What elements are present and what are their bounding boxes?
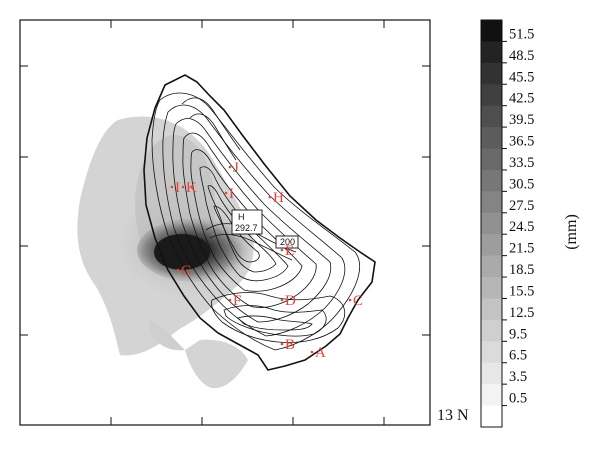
station-label-h: H bbox=[273, 190, 284, 206]
colorbar-tick-label: 18.5 bbox=[509, 262, 534, 278]
station-label-g: G bbox=[181, 263, 192, 279]
station-marker-dot bbox=[170, 185, 174, 189]
colorbar-band bbox=[481, 362, 502, 385]
colorbar-tick-label: 48.5 bbox=[509, 48, 534, 64]
colorbar-band bbox=[481, 384, 502, 407]
colorbar-band bbox=[481, 277, 502, 299]
colorbar-tick-label: 27.5 bbox=[509, 198, 534, 214]
station-marker-dot bbox=[268, 195, 272, 199]
station-label-f: F bbox=[233, 293, 241, 309]
colorbar-tick-label: 33.5 bbox=[509, 155, 534, 171]
station-marker-dot bbox=[228, 165, 232, 169]
colorbar-band bbox=[481, 255, 502, 278]
colorbar-band bbox=[481, 212, 502, 235]
colorbar-tick-label: 30.5 bbox=[509, 176, 534, 192]
station-label-c: C bbox=[353, 293, 363, 309]
station-label-i: I bbox=[175, 180, 180, 196]
station-marker-dot bbox=[348, 298, 352, 302]
contour-value: 200 bbox=[280, 237, 295, 247]
colorbar-band bbox=[481, 105, 502, 128]
station-marker-dot bbox=[181, 185, 185, 189]
colorbar-tick-label: 39.5 bbox=[509, 112, 534, 128]
colorbar-tick-label: 15.5 bbox=[509, 283, 534, 299]
colorbar-band bbox=[481, 234, 502, 257]
colorbar-band bbox=[481, 298, 502, 321]
colorbar-unit-label: (mm) bbox=[563, 214, 580, 250]
colorbar-band bbox=[481, 127, 502, 150]
station-marker-dot bbox=[280, 342, 284, 346]
colorbar-tick-label: 21.5 bbox=[509, 241, 534, 257]
station-marker-dot bbox=[176, 268, 180, 272]
colorbar-band bbox=[481, 148, 502, 171]
colorbar-tick-label: 6.5 bbox=[509, 348, 527, 364]
colorbar-band bbox=[481, 20, 502, 42]
colorbar-band bbox=[481, 191, 502, 214]
colorbar-band bbox=[481, 405, 502, 428]
station-label-b: B bbox=[285, 337, 295, 353]
colorbar-tick-label: 9.5 bbox=[509, 326, 527, 342]
colorbar-tick-label: 0.5 bbox=[509, 391, 527, 407]
contour-label-200: 200 bbox=[275, 235, 299, 249]
station-label-i: I bbox=[229, 186, 234, 202]
colorbar-band bbox=[481, 84, 502, 107]
station-marker-dot bbox=[228, 298, 232, 302]
station-label-e: E bbox=[285, 243, 294, 259]
station-label-k: K bbox=[186, 180, 197, 196]
colorbar-band bbox=[481, 319, 502, 342]
colorbar-tick-label: 45.5 bbox=[509, 69, 534, 85]
colorbar-tick-label: 42.5 bbox=[509, 91, 534, 107]
colorbar-border bbox=[480, 19, 503, 428]
maximum-annotation: H 292.7 bbox=[231, 209, 263, 235]
colorbar-band bbox=[481, 341, 502, 364]
maximum-marker: H bbox=[238, 212, 245, 222]
colorbar-tick-label: 51.5 bbox=[509, 26, 534, 42]
colorbar-tick-label: 24.5 bbox=[509, 219, 534, 235]
station-label-a: A bbox=[315, 345, 326, 361]
colorbar-band bbox=[481, 169, 502, 192]
colorbar-tick-label: 12.5 bbox=[509, 305, 534, 321]
station-label-d: D bbox=[285, 293, 296, 309]
latitude-label: 13 N bbox=[437, 407, 469, 424]
colorbar-band bbox=[481, 62, 502, 85]
maximum-value: 292.7 bbox=[235, 223, 258, 233]
station-marker-dot bbox=[280, 298, 284, 302]
island-outline bbox=[143, 74, 376, 371]
colorbar-tick-label: 36.5 bbox=[509, 134, 534, 150]
station-marker-dot bbox=[224, 191, 228, 195]
station-marker-dot bbox=[280, 248, 284, 252]
station-label-j: J bbox=[233, 160, 239, 176]
colorbar-tick-label: 3.5 bbox=[509, 369, 527, 385]
map-frame-ticks bbox=[20, 20, 430, 425]
colorbar: 51.5 48.5 45.5 42.5 39.5 36.5 33.5 30.5 27.5 24.5… bbox=[480, 19, 534, 428]
station-marker-dot bbox=[310, 350, 314, 354]
colorbar-band bbox=[481, 41, 502, 64]
